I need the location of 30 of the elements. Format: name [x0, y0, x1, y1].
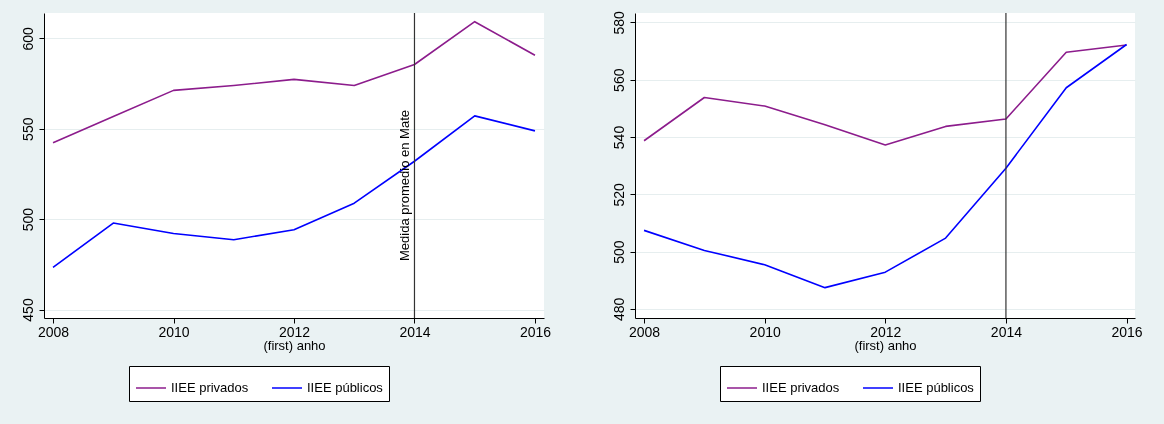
x-tick-label: 2008 [628, 323, 661, 340]
legend-label: IIEE privados [762, 380, 840, 395]
y-tick-label: 520 [610, 182, 627, 207]
y-tick-label: 560 [610, 68, 627, 92]
y-tick-label: 550 [19, 117, 36, 141]
line-series [643, 43, 1128, 289]
line-series [52, 20, 536, 144]
x-tick-label: 2014 [990, 323, 1023, 340]
legend-label: IIEE públicos [307, 380, 384, 395]
x-tick-label: 2016 [519, 323, 552, 340]
y-tick-label: 500 [610, 240, 627, 264]
y-tick-label: 580 [610, 11, 627, 35]
x-axis-title: (first) anho [263, 337, 326, 353]
y-tick-label: 450 [19, 298, 36, 322]
legend-label: IIEE privados [171, 380, 249, 395]
y-tick-label: 600 [19, 26, 36, 51]
legend-label: IIEE públicos [898, 380, 975, 395]
x-tick-label: 2012 [870, 323, 902, 340]
x-tick-label: 2012 [278, 323, 311, 340]
y-tick-label: 540 [610, 125, 627, 150]
x-tick-label: 2014 [399, 323, 431, 340]
x-tick-label: 2008 [37, 323, 70, 340]
x-tick-label: 2010 [749, 323, 781, 340]
x-tick-label: 2010 [158, 323, 190, 340]
x-tick-label: 2016 [1111, 323, 1143, 340]
ref-line-label: Medida promedio en Mate [397, 109, 413, 262]
y-tick-label: 480 [610, 297, 627, 322]
x-axis-title: (first) anho [854, 337, 917, 353]
y-tick-label: 500 [19, 207, 36, 232]
line-series [643, 44, 1128, 146]
